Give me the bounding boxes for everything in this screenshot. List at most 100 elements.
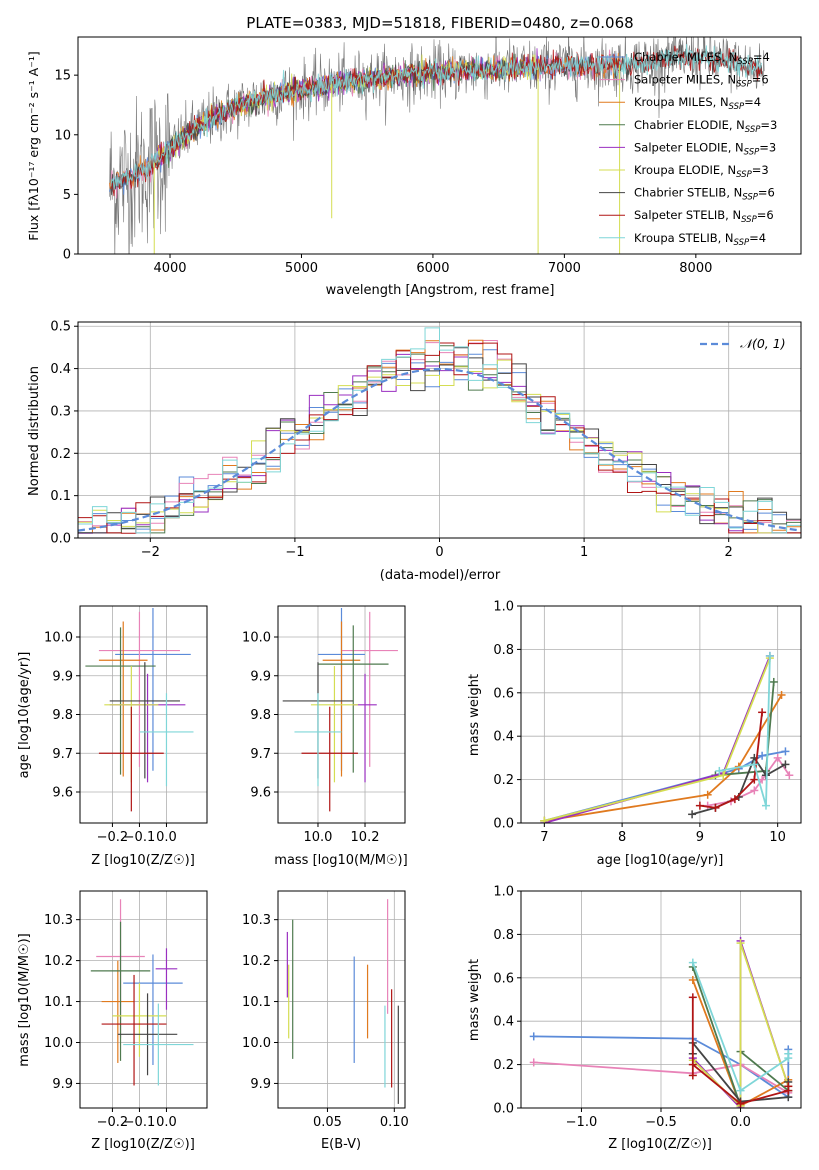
x-tick-label: 2: [725, 545, 733, 560]
legend-entry: Kroupa STELIB, NSSP=4: [634, 231, 766, 248]
x-tick-label: 7000: [548, 261, 581, 276]
y-tick-label: 1.0: [493, 885, 514, 900]
legend-entry: Kroupa ELODIE, NSSP=3: [634, 163, 769, 180]
y-tick-label: 5: [63, 188, 71, 203]
mass-vs-extinction-panel: 0.05 0.10 9.9 10.0 10.1 10.2 10.3: [242, 890, 409, 1130]
mass-vs-metallicity-panel: −0.2−0.1 0.0 9.9 10.0 10.1 10.2 10.3: [44, 890, 208, 1130]
mw-z-xlabel: Z [log10(Z/Z☉)]: [608, 1137, 712, 1152]
x-tick-label: −0.2: [97, 1115, 129, 1130]
y-tick-label: 9.8: [250, 708, 271, 723]
y-tick-label: 0.3: [50, 404, 71, 419]
mass-weight-line: [719, 655, 771, 806]
mw-z-ylabel: mass weight: [467, 959, 482, 1041]
y-tick-label: 0.0: [493, 1102, 514, 1117]
mw-age-xlabel: age [log10(age/yr)]: [597, 853, 724, 868]
ticks: 10.0 10.2 9.6 9.7 9.8 9.9 10.0: [242, 631, 379, 846]
plot-area: [540, 651, 794, 823]
mass-weight-vs-metallicity-panel: −1.0 −0.5 0.0 0.0 0.2 0.4 0.6 0.8 1.0: [493, 885, 802, 1130]
y-tick-label: 10.2: [242, 954, 271, 969]
x-tick-label: −0.1: [124, 830, 156, 845]
y-tick-label: 10.0: [242, 631, 271, 646]
legend-entry: Chabrier ELODIE, NSSP=3: [634, 118, 777, 135]
ticks: 0.05 0.10 9.9 10.0 10.1 10.2 10.3: [242, 913, 409, 1130]
y-tick-label: 0.2: [50, 447, 71, 462]
age-z-xlabel: Z [log10(Z/Z☉)]: [91, 853, 195, 868]
x-tick-label: 10.0: [304, 830, 333, 845]
x-tick-label: −2: [141, 545, 160, 560]
plot-area: [282, 607, 398, 812]
residuals-panel: −2 −1 0 1 2 0.0 0.1 0.2 0.3 0.4 0.5: [50, 320, 802, 560]
mass-weight-line: [691, 755, 786, 816]
ticks: −0.2−0.1 0.0 9.6 9.7 9.8 9.9 10.0: [44, 631, 177, 846]
y-tick-label: 10.0: [44, 631, 73, 646]
x-tick-label: 10.2: [351, 830, 380, 845]
axes-frame: [520, 890, 802, 1109]
x-tick-label: 0.0: [156, 1115, 177, 1130]
axes-frame: [520, 605, 802, 824]
y-tick-label: 15: [54, 69, 71, 84]
model-spectrum-line: [110, 45, 763, 197]
ticks: −2 −1 0 1 2 0.0 0.1 0.2 0.3 0.4 0.5: [50, 320, 733, 560]
y-tick-label: 10.2: [44, 954, 73, 969]
x-tick-label: 0.0: [730, 1115, 751, 1130]
grid-lines: [80, 606, 207, 823]
y-tick-label: 10.1: [44, 995, 73, 1010]
x-tick-label: 1: [580, 545, 588, 560]
x-tick-label: 8000: [679, 261, 712, 276]
y-tick-label: 9.9: [52, 1077, 73, 1092]
y-tick-label: 9.9: [250, 669, 271, 684]
residual-histogram: [78, 347, 801, 538]
normal-distribution-curve: [78, 367, 801, 532]
y-tick-label: 0: [63, 248, 71, 263]
x-tick-label: 5000: [285, 261, 318, 276]
ticks: 7 8 9 10 0.0 0.2 0.4 0.6 0.8 1.0: [493, 600, 786, 846]
y-tick-label: 0.8: [493, 643, 514, 658]
plot-area: [78, 327, 801, 538]
x-tick-label: 0.10: [380, 1115, 409, 1130]
x-tick-label: 4000: [153, 261, 186, 276]
y-tick-label: 0.0: [50, 532, 71, 547]
mw-age-ylabel: mass weight: [467, 674, 482, 756]
age-vs-metallicity-panel: −0.2−0.1 0.0 9.6 9.7 9.8 9.9 10.0: [44, 605, 208, 846]
y-tick-label: 10.0: [44, 1036, 73, 1051]
y-tick-label: 0.2: [493, 773, 514, 788]
residual-histogram: [78, 327, 801, 538]
axes-frame: [79, 890, 208, 1109]
x-tick-label: −1.0: [566, 1115, 598, 1130]
age-z-ylabel: age [log10(age/yr)]: [17, 652, 32, 779]
mass-z-ylabel: mass [log10(M/M☉)]: [17, 933, 32, 1066]
x-tick-label: 0.0: [156, 830, 177, 845]
mass-weight-line: [692, 942, 790, 1108]
mass-weight-line: [533, 1061, 789, 1094]
mass-weight-vs-age-panel: 7 8 9 10 0.0 0.2 0.4 0.6 0.8 1.0: [493, 600, 802, 846]
grid-lines: [80, 891, 207, 1108]
y-tick-label: 0.8: [493, 928, 514, 943]
axes-frame: [77, 36, 802, 255]
legend-entry: Chabrier STELIB, NSSP=6: [634, 186, 775, 203]
y-tick-label: 9.8: [52, 708, 73, 723]
y-tick-label: 10.1: [242, 995, 271, 1010]
residual-histogram: [78, 349, 801, 538]
x-tick-label: 10: [769, 830, 786, 845]
spectrum-title: PLATE=0383, MJD=51818, FIBERID=0480, z=0…: [246, 14, 633, 32]
mass-ebv-xlabel: E(B-V): [321, 1137, 361, 1152]
y-tick-label: 0.4: [493, 730, 514, 745]
y-tick-label: 9.6: [52, 786, 73, 801]
mass-weight-line: [544, 750, 786, 822]
residuals-legend-label: 𝒩(0, 1): [740, 336, 786, 351]
ticks: −0.2−0.1 0.0 9.9 10.0 10.1 10.2 10.3: [44, 913, 177, 1130]
y-tick-label: 0.1: [50, 489, 71, 504]
legend-entry: Chabrier MILES, NSSP=4: [634, 50, 770, 67]
legend-entry: Kroupa MILES, NSSP=4: [634, 95, 761, 112]
plot-area: [90, 899, 194, 1086]
age-vs-mass-panel: 10.0 10.2 9.6 9.7 9.8 9.9 10.0: [242, 605, 406, 846]
y-tick-label: 10.3: [242, 913, 271, 928]
axes-frame: [79, 605, 208, 824]
residuals-xlabel: (data-model)/error: [380, 568, 501, 583]
axes-frame: [77, 321, 802, 539]
x-tick-label: 6000: [416, 261, 449, 276]
y-tick-label: 10.0: [242, 1036, 271, 1051]
y-tick-label: 9.9: [52, 669, 73, 684]
axes-frame: [277, 890, 406, 1109]
spectrum-xlabel: wavelength [Angstrom, rest frame]: [326, 283, 555, 298]
